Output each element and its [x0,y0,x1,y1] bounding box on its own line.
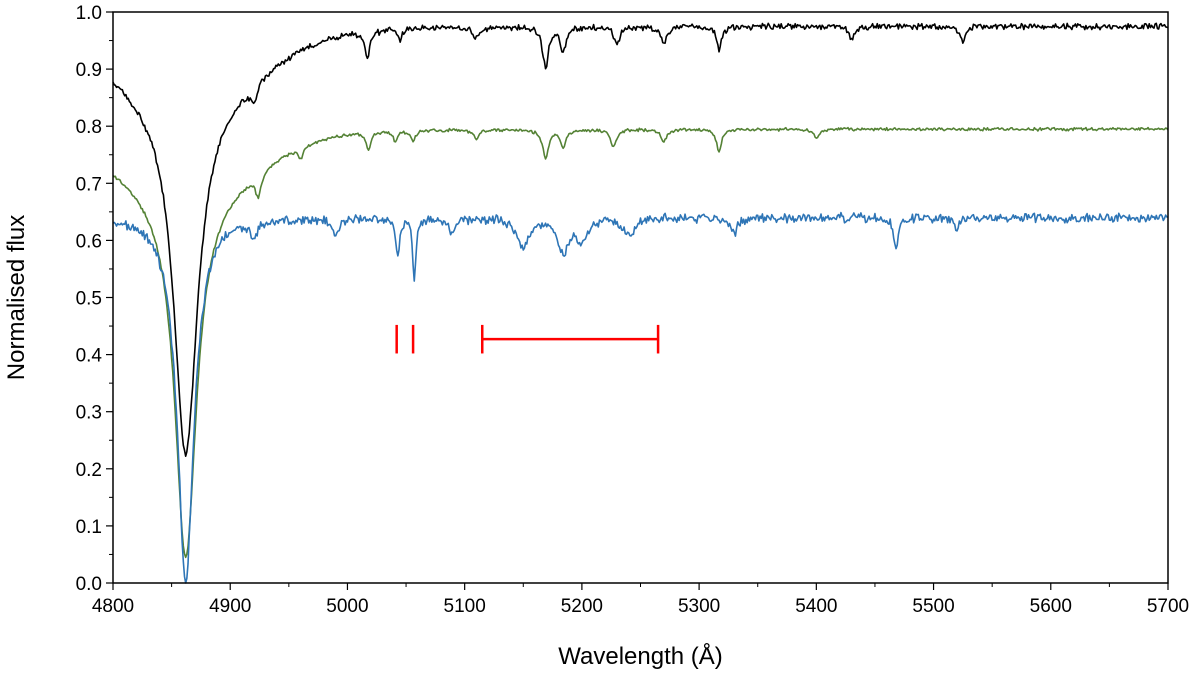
plot-frame [112,11,1169,584]
spectrum-series-1 [112,22,1169,458]
x-tick-label: 5100 [444,596,486,617]
x-tick-label: 4900 [209,596,251,617]
y-axis: 0.0 0.1 0.2 0.3 0.4 0.5 0.6 0.7 0.8 0.9 1.0 [76,3,113,595]
y-tick-label: 0.5 [76,289,102,310]
spectrum-series-2 [112,126,1169,559]
x-tick-label: 4800 [92,596,134,617]
x-tick-label: 5700 [1147,596,1189,617]
x-axis-title: Wavelength (Å) [558,642,723,670]
x-tick-label: 5600 [1030,596,1072,617]
x-tick-label: 5200 [561,596,603,617]
spectrum-series-3 [112,211,1169,584]
y-tick-label: 0.9 [76,60,102,81]
y-tick-label: 0.4 [76,346,103,367]
y-tick-label: 1.0 [76,3,102,24]
series-layer [112,22,1169,584]
y-axis-title: Normalised flux [3,215,30,380]
x-tick-label: 5500 [912,596,954,617]
x-tick-label: 5000 [326,596,368,617]
x-tick-label: 5400 [795,596,837,617]
y-tick-label: 0.7 [76,174,102,195]
y-tick-label: 0.0 [76,574,102,595]
annotation-layer [395,324,660,354]
y-tick-label: 0.8 [76,117,102,138]
x-tick-label: 5300 [678,596,720,617]
y-tick-label: 0.3 [76,403,102,424]
y-tick-label: 0.2 [76,460,102,481]
y-tick-label: 0.6 [76,231,102,252]
y-tick-label: 0.1 [76,517,102,538]
x-axis: 4800 4900 5000 5100 5200 5300 5400 5500 5600 5700 [92,583,1189,617]
